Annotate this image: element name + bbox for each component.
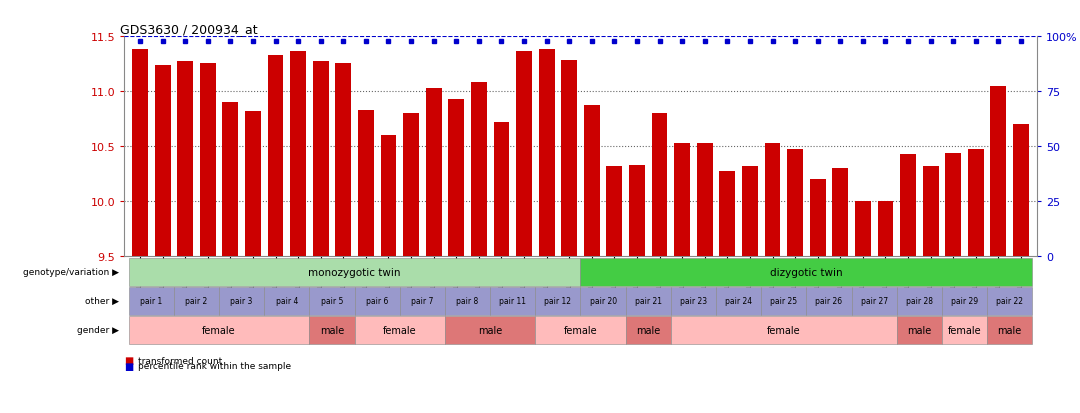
- Bar: [200, 64, 216, 256]
- Bar: [403, 114, 419, 256]
- Text: pair 28: pair 28: [906, 297, 933, 306]
- Bar: [313, 62, 328, 256]
- Text: ■: ■: [124, 361, 134, 371]
- Bar: [833, 169, 848, 256]
- Text: male: male: [907, 325, 931, 335]
- Text: pair 6: pair 6: [366, 297, 389, 306]
- Text: GDS3630 / 200934_at: GDS3630 / 200934_at: [120, 23, 257, 36]
- Text: pair 8: pair 8: [457, 297, 478, 306]
- Bar: [380, 136, 396, 256]
- Text: female: female: [948, 325, 982, 335]
- Bar: [1013, 125, 1029, 256]
- Text: percentile rank within the sample: percentile rank within the sample: [138, 361, 292, 370]
- Bar: [629, 165, 645, 256]
- Text: female: female: [202, 325, 235, 335]
- Text: monozygotic twin: monozygotic twin: [309, 267, 401, 277]
- Text: pair 7: pair 7: [411, 297, 433, 306]
- Text: female: female: [767, 325, 800, 335]
- Bar: [697, 143, 713, 256]
- Bar: [878, 202, 893, 256]
- Bar: [448, 100, 464, 256]
- Text: pair 2: pair 2: [186, 297, 207, 306]
- Bar: [855, 202, 870, 256]
- Text: gender ▶: gender ▶: [77, 325, 119, 335]
- Bar: [245, 112, 261, 256]
- Text: pair 26: pair 26: [815, 297, 842, 306]
- Bar: [674, 143, 690, 256]
- Bar: [291, 51, 306, 256]
- Text: pair 24: pair 24: [725, 297, 752, 306]
- Bar: [900, 154, 916, 256]
- Bar: [132, 50, 148, 256]
- Bar: [357, 111, 374, 256]
- Text: female: female: [564, 325, 597, 335]
- Bar: [584, 106, 599, 256]
- Bar: [426, 89, 442, 256]
- Text: genotype/variation ▶: genotype/variation ▶: [23, 268, 119, 277]
- Bar: [742, 166, 758, 256]
- Text: female: female: [383, 325, 417, 335]
- Text: other ▶: other ▶: [85, 297, 119, 306]
- Text: pair 25: pair 25: [770, 297, 797, 306]
- Bar: [516, 51, 532, 256]
- Bar: [494, 123, 510, 256]
- Bar: [922, 166, 939, 256]
- Text: pair 20: pair 20: [590, 297, 617, 306]
- Text: male: male: [478, 325, 502, 335]
- Text: transformed count: transformed count: [138, 356, 222, 365]
- Text: pair 3: pair 3: [230, 297, 253, 306]
- Bar: [990, 86, 1007, 256]
- Bar: [222, 103, 239, 256]
- Text: pair 5: pair 5: [321, 297, 343, 306]
- Bar: [154, 66, 171, 256]
- Text: pair 21: pair 21: [635, 297, 662, 306]
- Text: pair 27: pair 27: [861, 297, 888, 306]
- Text: ■: ■: [124, 355, 134, 365]
- Bar: [719, 172, 735, 256]
- Bar: [177, 62, 193, 256]
- Bar: [539, 50, 554, 256]
- Bar: [607, 166, 622, 256]
- Bar: [268, 56, 283, 256]
- Bar: [787, 150, 804, 256]
- Bar: [651, 114, 667, 256]
- Text: male: male: [320, 325, 345, 335]
- Bar: [945, 153, 961, 256]
- Text: pair 12: pair 12: [544, 297, 571, 306]
- Text: pair 1: pair 1: [140, 297, 162, 306]
- Text: male: male: [636, 325, 660, 335]
- Bar: [562, 61, 577, 256]
- Text: dizygotic twin: dizygotic twin: [770, 267, 842, 277]
- Bar: [336, 64, 351, 256]
- Bar: [968, 150, 984, 256]
- Text: pair 4: pair 4: [275, 297, 298, 306]
- Bar: [765, 143, 781, 256]
- Bar: [810, 180, 825, 256]
- Text: pair 23: pair 23: [680, 297, 707, 306]
- Text: male: male: [998, 325, 1022, 335]
- Text: pair 11: pair 11: [499, 297, 526, 306]
- Bar: [471, 83, 487, 256]
- Text: pair 22: pair 22: [996, 297, 1023, 306]
- Text: pair 29: pair 29: [951, 297, 978, 306]
